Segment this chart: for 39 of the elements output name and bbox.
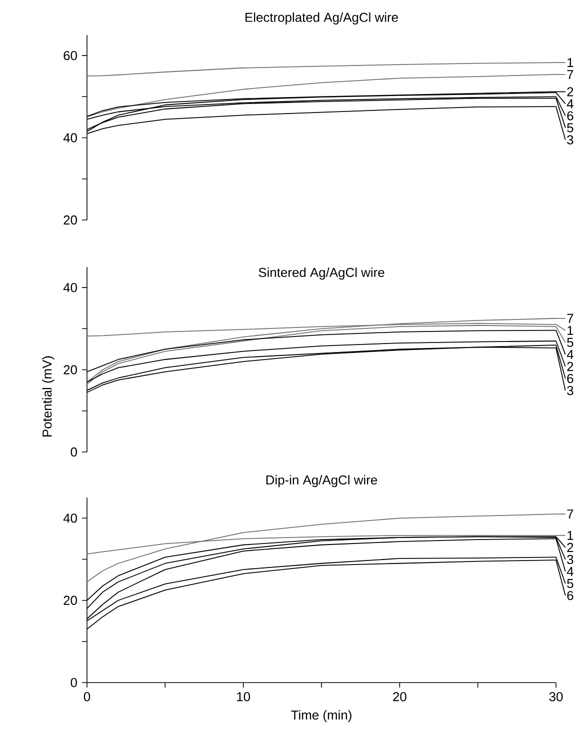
y-tick-label: 40 — [63, 282, 77, 292]
text: 3 — [567, 135, 574, 144]
legend-label: 1 — [568, 58, 574, 67]
chart-title: Sintered Ag/AgCl wire — [258, 268, 384, 280]
x-tick-label: 0 — [84, 692, 90, 702]
x-tick-label: 10 — [237, 692, 250, 702]
y-tick-label: 20 — [64, 215, 77, 225]
y-tick-label: 20 — [64, 596, 77, 605]
x-axis-title: Time (min) — [291, 710, 352, 722]
legend-label: 6 — [567, 111, 574, 120]
y-tick-label: 0 — [70, 447, 77, 457]
legend-label: 3 — [567, 554, 574, 564]
chart-title: Dip-in Ag/AgCl wire — [266, 475, 378, 488]
legend-label: 7 — [567, 510, 574, 518]
x-tick-label: 20 — [393, 692, 406, 702]
text: 6 — [567, 374, 574, 384]
text: 4 — [566, 567, 574, 576]
y-tick-label: 20 — [64, 365, 77, 374]
chart-title: Electroplated Ag/AgCl wire — [246, 12, 398, 24]
y-tick-label: 0 — [70, 678, 77, 688]
legend-label: 7 — [567, 70, 574, 80]
legend-label: 5 — [567, 338, 574, 347]
legend-label: 1 — [568, 530, 574, 540]
text: 6 — [567, 590, 574, 600]
legend-label: 5 — [567, 579, 574, 588]
legend-label: 2 — [567, 87, 574, 96]
y-tick-label: 40 — [63, 514, 77, 523]
legend-label: 2 — [567, 542, 574, 552]
y-tick-label: 60 — [64, 50, 77, 60]
legend-label: 7 — [567, 314, 574, 323]
legend-label: 4 — [566, 99, 574, 108]
y-tick-label: 40 — [63, 133, 77, 142]
legend-label: 4 — [566, 350, 574, 359]
x-tick-label: 30 — [549, 692, 563, 702]
legend-label: 1 — [568, 326, 574, 335]
legend-label: 2 — [567, 362, 574, 372]
text: 3 — [567, 386, 574, 396]
legend-label: 5 — [567, 123, 574, 132]
y-axis-title: Potential (mV) — [42, 356, 54, 436]
